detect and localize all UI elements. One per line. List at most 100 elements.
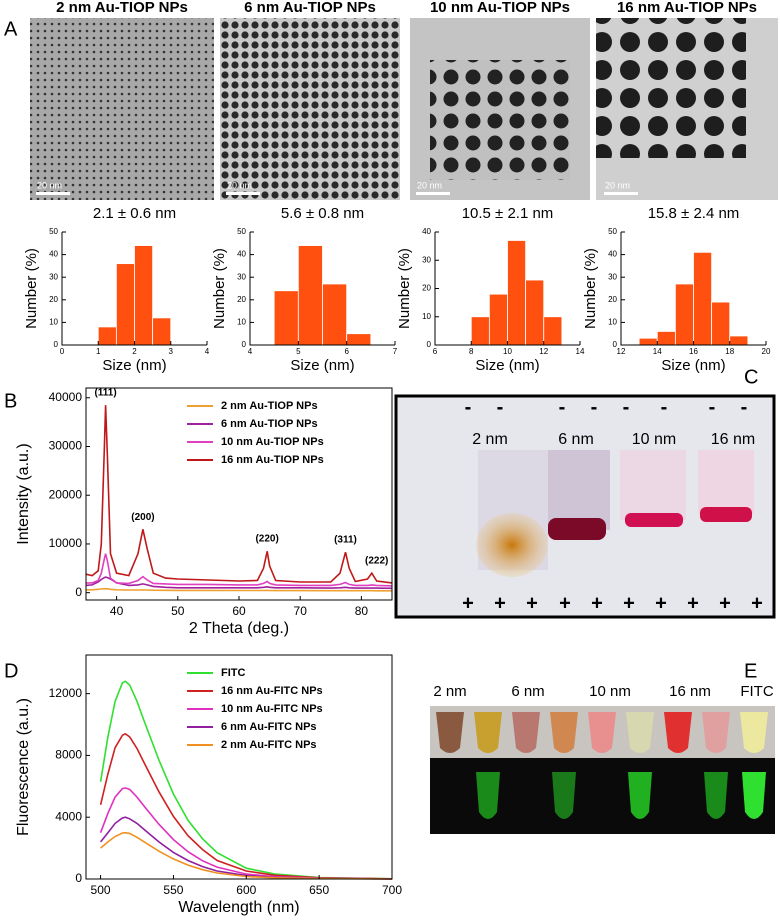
scale-bar bbox=[416, 192, 450, 195]
y-tick-label: 0 bbox=[427, 340, 432, 349]
tube-glow bbox=[628, 772, 652, 819]
minus-sign: - bbox=[709, 396, 716, 418]
tube bbox=[664, 712, 692, 753]
peak-annotation: (111) bbox=[94, 388, 116, 399]
y-tick-label: 20 bbox=[422, 284, 431, 293]
bar bbox=[638, 337, 658, 346]
minus-sign: - bbox=[497, 396, 504, 418]
series-line bbox=[85, 405, 393, 584]
tem-image bbox=[220, 18, 400, 200]
tem-particles bbox=[430, 60, 570, 180]
lane-label: 10 nm bbox=[632, 431, 676, 448]
tem-particles bbox=[596, 18, 746, 158]
x-tick-label: 6 bbox=[344, 347, 349, 356]
y-tick-label: 40 bbox=[49, 250, 58, 259]
minus-sign: - bbox=[559, 396, 566, 418]
gel-lane bbox=[698, 450, 754, 514]
series-line bbox=[85, 576, 393, 590]
y-tick-label: 30 bbox=[608, 272, 617, 281]
minus-sign: - bbox=[623, 396, 630, 418]
x-tick-label: 8 bbox=[469, 347, 474, 356]
y-axis-label: Number (%) bbox=[582, 248, 599, 329]
y-axis-label: Number (%) bbox=[211, 248, 228, 329]
photo-label: FITC bbox=[740, 683, 773, 700]
minus-sign: - bbox=[591, 396, 598, 418]
scale-bar bbox=[36, 192, 70, 195]
peak-annotation: (222) bbox=[365, 556, 388, 567]
x-axis-label: 2 Theta (deg.) bbox=[189, 620, 289, 637]
x-tick-label: 60 bbox=[232, 604, 246, 618]
lane-label: 2 nm bbox=[472, 431, 508, 448]
panel-label: E bbox=[744, 660, 757, 682]
x-tick-label: 4 bbox=[248, 347, 253, 356]
y-tick-label: 12000 bbox=[49, 686, 83, 700]
bar bbox=[97, 326, 117, 346]
y-tick-label: 40000 bbox=[49, 390, 83, 404]
plus-sign: + bbox=[559, 592, 571, 614]
tube bbox=[474, 712, 502, 753]
x-axis-label: Size (nm) bbox=[661, 357, 725, 374]
x-axis-label: Size (nm) bbox=[102, 357, 166, 374]
chart-title: 2.1 ± 0.6 nm bbox=[93, 205, 176, 222]
x-axis-label: Wavelength (nm) bbox=[178, 899, 299, 916]
tube bbox=[588, 712, 616, 753]
y-tick-label: 0 bbox=[75, 871, 82, 885]
tube-glow bbox=[552, 772, 576, 819]
peak-annotation: (220) bbox=[255, 534, 278, 545]
y-tick-label: 0 bbox=[613, 340, 618, 349]
y-tick-label: 10 bbox=[237, 318, 246, 327]
legend-label: 10 nm Au-TIOP NPs bbox=[221, 436, 324, 448]
plus-sign: + bbox=[591, 592, 603, 614]
scale-bar-label: 20 nm bbox=[417, 180, 442, 190]
tube-glow bbox=[476, 772, 500, 819]
x-tick-label: 700 bbox=[382, 883, 402, 897]
tem-title: 6 nm Au-TIOP NPs bbox=[244, 0, 376, 16]
scale-bar-label: 20 nm bbox=[37, 180, 62, 190]
gel-band bbox=[548, 518, 606, 540]
scale-bar-label: 20 nm bbox=[227, 180, 252, 190]
plus-sign: + bbox=[655, 592, 667, 614]
minus-sign: - bbox=[741, 396, 748, 418]
y-tick-label: 30 bbox=[237, 272, 246, 281]
peak-annotation: (200) bbox=[131, 512, 154, 523]
photo-label: 16 nm bbox=[669, 683, 711, 700]
panel-label: C bbox=[744, 366, 758, 388]
x-tick-label: 4 bbox=[205, 347, 210, 356]
bar bbox=[273, 290, 299, 346]
plus-sign: + bbox=[494, 592, 506, 614]
y-tick-label: 20 bbox=[49, 295, 58, 304]
y-tick-label: 20 bbox=[608, 295, 617, 304]
x-tick-label: 1 bbox=[96, 347, 101, 356]
bar bbox=[134, 245, 154, 346]
x-tick-label: 650 bbox=[309, 883, 329, 897]
tem-title: 10 nm Au-TIOP NPs bbox=[430, 0, 570, 16]
tube bbox=[702, 712, 730, 753]
x-axis-label: Size (nm) bbox=[475, 357, 539, 374]
tubes bbox=[436, 712, 768, 819]
plus-sign: + bbox=[623, 592, 635, 614]
photo-label: 2 nm bbox=[433, 683, 466, 700]
series-line bbox=[100, 831, 393, 880]
y-tick-label: 30000 bbox=[49, 439, 83, 453]
x-axis-label: Size (nm) bbox=[290, 357, 354, 374]
y-tick-label: 10 bbox=[608, 318, 617, 327]
plus-sign: + bbox=[687, 592, 699, 614]
x-tick-label: 500 bbox=[91, 883, 111, 897]
legend-label: 2 nm Au-FITC NPs bbox=[221, 739, 317, 751]
bar bbox=[346, 333, 372, 346]
bar bbox=[525, 279, 545, 346]
x-tick-label: 600 bbox=[236, 883, 256, 897]
panel-label: B bbox=[4, 390, 17, 412]
tube bbox=[550, 712, 578, 753]
scale-bar bbox=[604, 192, 638, 195]
y-tick-label: 50 bbox=[237, 227, 246, 236]
tube bbox=[436, 712, 464, 753]
plus-sign: + bbox=[462, 592, 474, 614]
x-tick-label: 14 bbox=[576, 347, 585, 356]
bar bbox=[693, 251, 713, 346]
tube-glow bbox=[704, 772, 728, 819]
y-tick-label: 4000 bbox=[55, 809, 82, 823]
legend-label: 2 nm Au-TIOP NPs bbox=[221, 400, 318, 412]
plot-frame bbox=[85, 654, 393, 880]
chart-title: 15.8 ± 2.4 nm bbox=[648, 205, 740, 222]
